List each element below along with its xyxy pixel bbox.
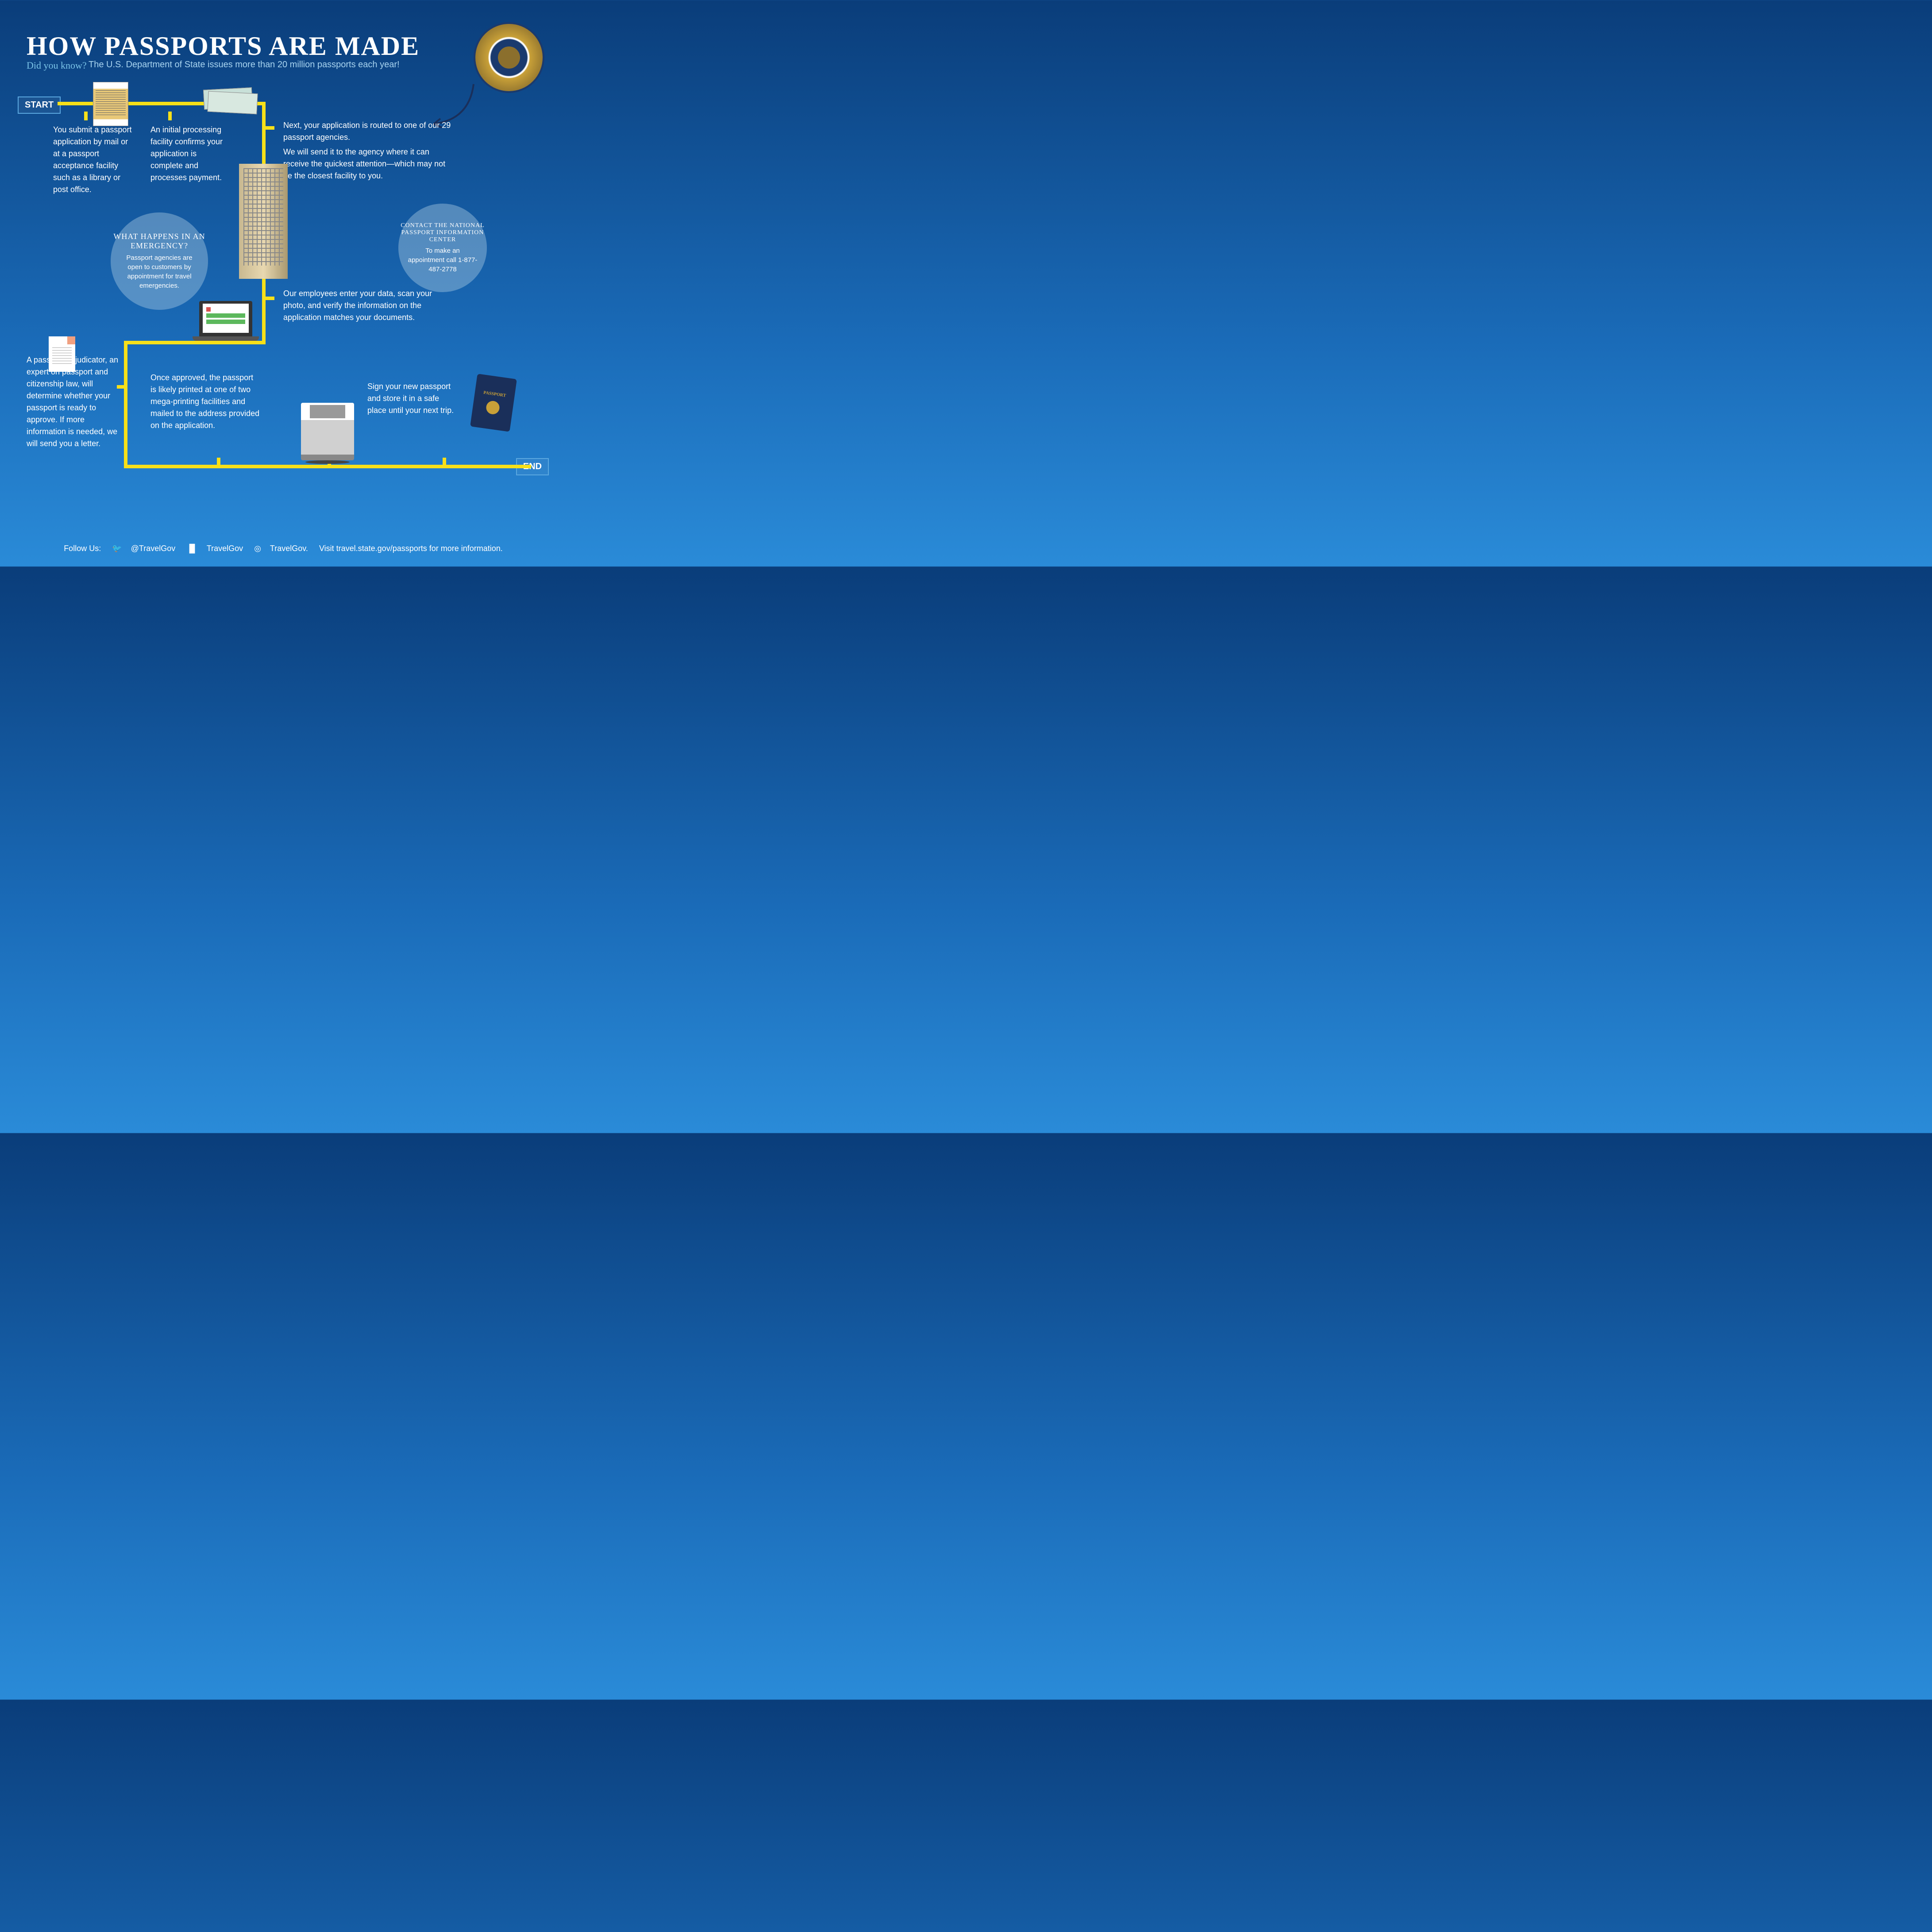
follow-label: Follow Us:	[64, 544, 101, 553]
twitter-handle[interactable]: @TravelGov	[131, 544, 176, 553]
contact-callout: CONTACT THE NATIONAL PASSPORT INFORMATIO…	[398, 204, 487, 292]
step-sign: Sign your new passport and store it in a…	[367, 381, 456, 416]
flow-path	[124, 341, 266, 344]
visit-link[interactable]: Visit travel.state.gov/passports for mor…	[319, 544, 503, 553]
flow-tick	[84, 112, 88, 120]
flow-tick	[168, 112, 172, 120]
step-routing-a: Next, your application is routed to one …	[283, 120, 451, 143]
flow-tick	[266, 126, 274, 130]
step-data-entry: Our employees enter your data, scan your…	[283, 288, 451, 324]
printer-icon	[301, 403, 354, 460]
flow-path	[124, 341, 127, 465]
emergency-callout: WHAT HAPPENS IN AN EMERGENCY? Passport a…	[111, 212, 208, 310]
step-processing: An initial processing facility confirms …	[150, 124, 230, 184]
agency-building-icon	[239, 164, 288, 279]
emergency-body: Passport agencies are open to customers …	[111, 253, 208, 290]
did-you-know-label: Did you know?	[27, 60, 87, 71]
state-dept-seal-icon	[474, 22, 544, 93]
instagram-icon: ◎	[254, 544, 261, 553]
instagram-handle[interactable]: TravelGov.	[270, 544, 308, 553]
page-title: HOW PASSPORTS ARE MADE	[27, 31, 420, 62]
step-printing: Once approved, the passport is likely pr…	[150, 372, 261, 432]
footer: Follow Us: 🐦 @TravelGov ▐▌ TravelGov ◎ Trav…	[0, 544, 567, 553]
facebook-icon: ▐▌	[186, 544, 198, 553]
step-adjudicator: A passport adjudicator, an expert on pas…	[27, 354, 124, 450]
application-form-icon	[93, 82, 128, 126]
contact-body: To make an appointment call 1-877-487-27…	[398, 246, 487, 274]
flow-tick	[217, 458, 220, 467]
passport-book-icon	[470, 374, 517, 432]
step-submit: You submit a passport application by mai…	[53, 124, 133, 196]
twitter-icon: 🐦	[112, 544, 122, 553]
flow-tick	[266, 297, 274, 300]
flow-tick	[443, 458, 446, 467]
contact-header: CONTACT THE NATIONAL PASSPORT INFORMATIO…	[398, 222, 487, 243]
laptop-icon	[199, 301, 252, 336]
subtitle: The U.S. Department of State issues more…	[89, 60, 400, 70]
check-payment-icon	[203, 87, 253, 110]
step-routing-b: We will send it to the agency where it c…	[283, 146, 451, 182]
letter-document-icon	[49, 336, 75, 372]
emergency-header: WHAT HAPPENS IN AN EMERGENCY?	[111, 232, 208, 251]
start-badge: START	[18, 96, 61, 114]
facebook-handle[interactable]: TravelGov	[207, 544, 243, 553]
